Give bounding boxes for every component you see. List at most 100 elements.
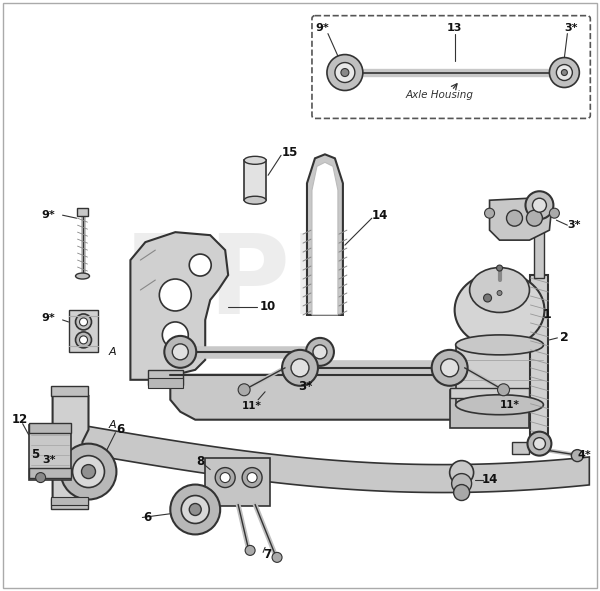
Circle shape <box>497 384 509 396</box>
Circle shape <box>497 265 503 271</box>
Text: A: A <box>109 347 116 357</box>
Circle shape <box>291 359 309 377</box>
Polygon shape <box>130 232 228 380</box>
Text: 9*: 9* <box>42 313 56 323</box>
Text: 6: 6 <box>143 511 151 524</box>
Bar <box>148 378 183 388</box>
Circle shape <box>431 350 467 386</box>
Circle shape <box>449 460 473 485</box>
Text: 10: 10 <box>260 300 276 313</box>
Text: 3*: 3* <box>298 380 312 393</box>
Ellipse shape <box>455 395 544 415</box>
Circle shape <box>76 314 91 330</box>
Polygon shape <box>170 375 529 420</box>
Circle shape <box>160 279 191 311</box>
Bar <box>535 210 544 278</box>
Circle shape <box>215 467 235 488</box>
Circle shape <box>527 431 551 456</box>
Text: 2: 2 <box>560 332 569 345</box>
Text: 6: 6 <box>116 423 125 436</box>
Text: 3*: 3* <box>565 22 578 33</box>
Circle shape <box>562 70 568 76</box>
Circle shape <box>245 545 255 556</box>
Circle shape <box>526 210 542 226</box>
Circle shape <box>452 473 472 493</box>
Circle shape <box>550 208 559 218</box>
Bar <box>205 457 270 505</box>
Text: 11*: 11* <box>500 400 520 410</box>
Bar <box>77 208 88 216</box>
Circle shape <box>335 63 355 83</box>
Circle shape <box>82 465 95 479</box>
Circle shape <box>532 198 547 212</box>
Polygon shape <box>490 198 551 240</box>
Text: 9*: 9* <box>315 22 329 33</box>
Text: 13: 13 <box>447 22 463 33</box>
Circle shape <box>189 504 201 515</box>
Text: 14: 14 <box>481 473 498 486</box>
Circle shape <box>163 322 188 348</box>
Circle shape <box>272 553 282 563</box>
Circle shape <box>282 350 318 386</box>
Circle shape <box>164 336 196 368</box>
Text: 5: 5 <box>31 448 40 461</box>
Circle shape <box>313 345 327 359</box>
Text: RPI: RPI <box>124 230 332 337</box>
Bar <box>50 498 88 509</box>
Circle shape <box>76 332 91 348</box>
Ellipse shape <box>244 196 266 204</box>
Ellipse shape <box>470 268 529 313</box>
Polygon shape <box>312 163 338 315</box>
Text: 3*: 3* <box>42 454 56 465</box>
Circle shape <box>454 485 470 501</box>
Circle shape <box>341 69 349 76</box>
Circle shape <box>170 485 220 534</box>
Circle shape <box>497 291 502 296</box>
Circle shape <box>550 57 580 87</box>
Polygon shape <box>53 388 88 499</box>
Bar <box>50 496 88 505</box>
Bar <box>244 160 266 200</box>
Text: 7: 7 <box>263 548 271 561</box>
Bar <box>455 345 544 405</box>
Ellipse shape <box>455 335 544 355</box>
Circle shape <box>73 456 104 488</box>
Circle shape <box>189 254 211 276</box>
Circle shape <box>80 318 88 326</box>
Text: 3*: 3* <box>568 220 581 230</box>
Ellipse shape <box>244 157 266 164</box>
Text: 4*: 4* <box>577 450 591 460</box>
Circle shape <box>220 473 230 483</box>
Circle shape <box>80 336 88 344</box>
Text: 8: 8 <box>196 455 205 468</box>
Circle shape <box>556 64 572 80</box>
Circle shape <box>306 338 334 366</box>
Bar <box>29 425 71 479</box>
Text: 11*: 11* <box>242 401 262 411</box>
Circle shape <box>247 473 257 483</box>
Circle shape <box>35 473 46 483</box>
FancyBboxPatch shape <box>312 15 590 118</box>
Circle shape <box>485 208 494 218</box>
Circle shape <box>172 344 188 360</box>
Text: Axle Housing: Axle Housing <box>406 90 473 100</box>
Text: 14: 14 <box>371 209 388 222</box>
Circle shape <box>571 450 583 462</box>
Ellipse shape <box>76 273 89 279</box>
Text: 9*: 9* <box>42 210 56 220</box>
Text: 12: 12 <box>11 413 28 426</box>
Circle shape <box>533 438 545 450</box>
Bar <box>512 441 529 454</box>
Circle shape <box>506 210 523 226</box>
Circle shape <box>61 444 116 499</box>
Circle shape <box>181 495 209 524</box>
Circle shape <box>327 54 363 90</box>
Bar <box>449 390 529 428</box>
Bar <box>530 275 548 440</box>
Circle shape <box>526 191 553 219</box>
Text: 15: 15 <box>282 146 298 159</box>
Bar <box>449 388 529 398</box>
Circle shape <box>440 359 458 377</box>
Bar <box>50 386 88 396</box>
Circle shape <box>242 467 262 488</box>
